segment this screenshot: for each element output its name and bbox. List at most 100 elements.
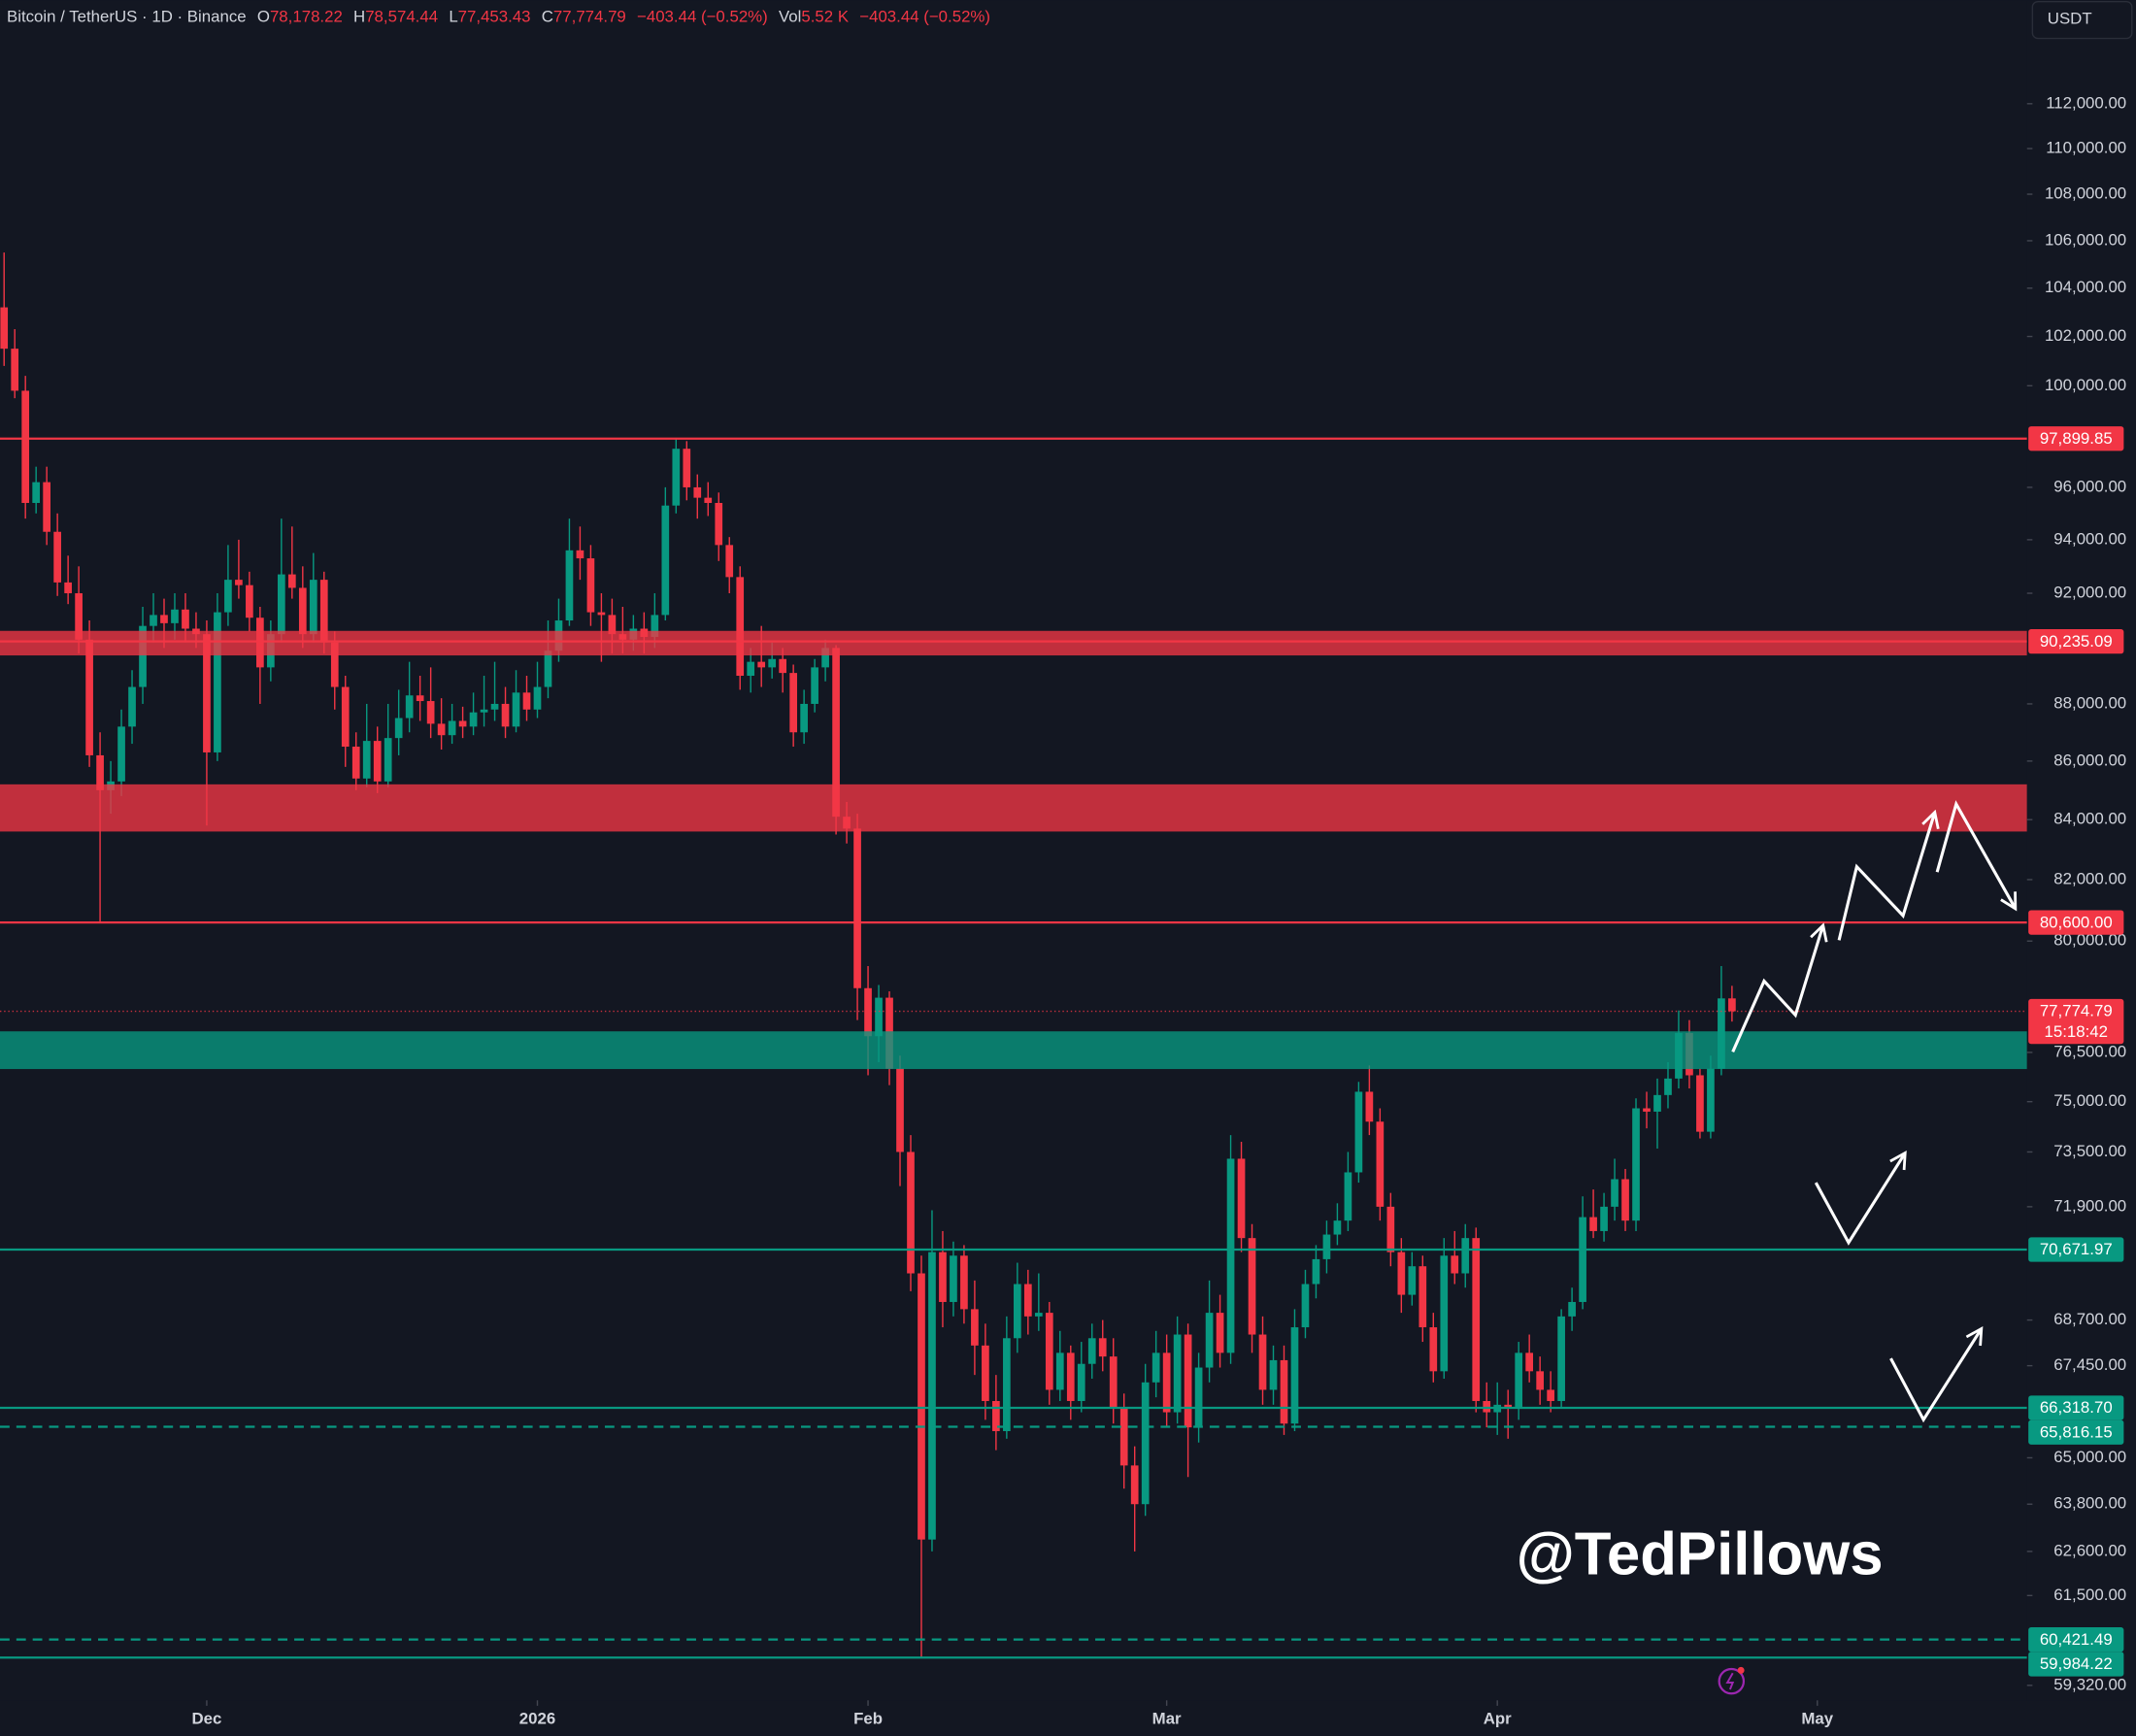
y-tick-label: 92,000.00 <box>2053 583 2126 601</box>
price-tag <box>2028 1237 2124 1262</box>
price-tag <box>2028 1652 2124 1677</box>
candle-body <box>608 615 617 635</box>
candle-body <box>736 577 745 676</box>
y-tick-label: 88,000.00 <box>2053 693 2126 712</box>
close-value: 77,774.79 <box>553 8 626 26</box>
x-tick-label: Apr <box>1484 1709 1512 1727</box>
button-label[interactable]: USDT <box>2048 9 2092 27</box>
candle-body <box>1003 1338 1011 1432</box>
candle-body <box>1632 1108 1640 1221</box>
arrow <box>1935 800 2015 908</box>
candle-body <box>704 497 713 504</box>
candle-body <box>992 1400 1000 1432</box>
y-tick-label: 104,000.00 <box>2045 278 2126 296</box>
candle-body <box>416 695 424 702</box>
y-tick-label: 76,500.00 <box>2053 1042 2126 1060</box>
x-tick-label: May <box>1801 1709 1833 1727</box>
candle-body <box>1077 1363 1085 1401</box>
candle-body <box>1205 1313 1214 1368</box>
candle-body <box>1269 1359 1278 1390</box>
candle-body <box>960 1255 968 1310</box>
candle-body <box>160 615 168 623</box>
candle-body <box>1451 1255 1459 1274</box>
volume-change: −403.44 (−0.52%) <box>859 8 990 26</box>
candle-body <box>150 615 157 626</box>
low-value: 77,453.43 <box>458 8 531 26</box>
candle-body <box>309 580 317 635</box>
candle-body <box>1397 1252 1406 1295</box>
currency-button[interactable]: USDT <box>2031 0 2133 40</box>
candle-body <box>1568 1301 1576 1317</box>
change: −403.44 (−0.52%) <box>637 8 768 26</box>
candle-body <box>1034 1313 1043 1317</box>
candle-body <box>1536 1371 1544 1390</box>
price-tag-label: 97,899.85 <box>2040 429 2113 448</box>
candle-body <box>832 648 840 818</box>
close-label: C <box>542 8 553 26</box>
candle-body <box>576 550 584 559</box>
candle-body <box>1109 1356 1118 1409</box>
price-tag <box>2028 629 2124 654</box>
candle-body <box>330 642 339 687</box>
candle-body <box>533 686 542 710</box>
candle-body <box>939 1252 947 1302</box>
candle-body <box>351 747 360 779</box>
price-tag <box>2028 1395 2124 1420</box>
price-axis <box>2026 0 2136 1736</box>
candle-body <box>950 1255 957 1302</box>
x-tick-label: Feb <box>853 1709 883 1727</box>
candle-body <box>1664 1078 1672 1095</box>
candle-body <box>0 307 9 350</box>
x-tick-label: Mar <box>1152 1709 1182 1727</box>
candle-body <box>1280 1359 1288 1424</box>
candle-body <box>512 692 520 727</box>
candle-body <box>1322 1234 1331 1259</box>
candle-body <box>1643 1108 1651 1112</box>
price-lines <box>0 437 2027 1659</box>
candle-body <box>1461 1238 1470 1274</box>
candle-body <box>182 609 189 629</box>
candle-body <box>1151 1352 1160 1383</box>
zone <box>0 784 2027 832</box>
zone <box>0 630 2027 656</box>
candle-body <box>1653 1094 1661 1112</box>
candle-body <box>1440 1255 1449 1372</box>
button-box[interactable] <box>2031 0 2133 40</box>
candle-body <box>757 661 766 668</box>
arrow <box>1731 926 1823 1053</box>
candle-body <box>800 703 808 733</box>
candle-body <box>1194 1367 1203 1428</box>
candle-body <box>971 1309 979 1346</box>
high-value: 78,574.44 <box>365 8 438 26</box>
candle-body <box>1237 1158 1246 1239</box>
y-tick-label: 67,450.00 <box>2053 1355 2126 1374</box>
candle-body <box>458 720 467 727</box>
candle-body <box>1312 1258 1320 1285</box>
candle-body <box>982 1345 989 1401</box>
candle-body <box>235 580 243 585</box>
symbol: Bitcoin / TetherUS · 1D · Binance <box>7 8 247 26</box>
candle-body <box>21 390 30 504</box>
candle-body <box>789 673 797 733</box>
candle-body <box>1611 1179 1619 1207</box>
candle-body <box>384 738 392 782</box>
zone <box>0 1031 2027 1070</box>
price-tag-label: 66,318.70 <box>2040 1398 2113 1417</box>
candle-body <box>586 558 595 613</box>
candle-body <box>1696 1075 1704 1132</box>
candle-body <box>11 349 19 391</box>
candle-body <box>480 709 488 713</box>
candle-body <box>693 486 702 498</box>
candle-body <box>171 609 179 623</box>
candle-body <box>1141 1382 1150 1505</box>
legend-header: Bitcoin / TetherUS · 1D · Binance O78,178… <box>7 8 990 26</box>
candle-body <box>1216 1313 1224 1353</box>
candle-body <box>1333 1220 1342 1235</box>
arrow <box>1814 1154 1904 1246</box>
price-tag-label: 80,600.00 <box>2040 913 2113 931</box>
candle-body <box>1119 1408 1128 1466</box>
watermark: @TedPillows <box>1517 1521 1884 1588</box>
price-tag-label: 59,984.22 <box>2040 1654 2113 1673</box>
